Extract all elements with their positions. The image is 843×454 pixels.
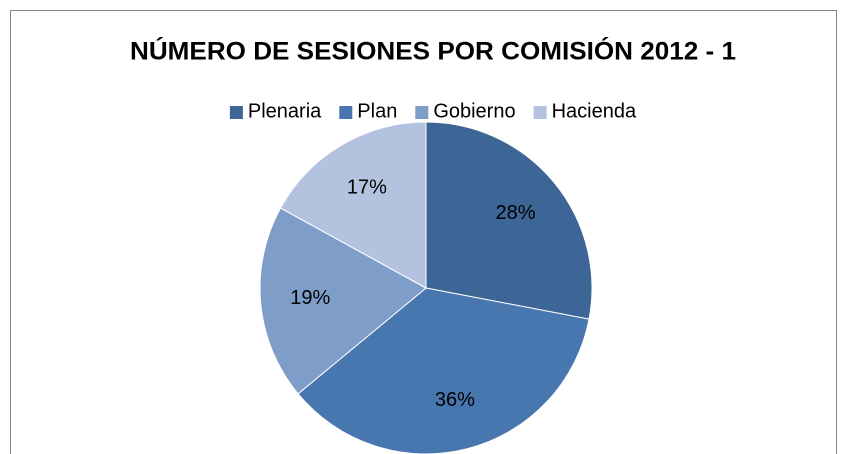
pie-slice [297,287,590,454]
legend-swatch [229,106,243,119]
chart-title: NÚMERO DE SESIONES POR COMISIÓN 2012 - 1 [130,36,736,66]
pie-slice [259,207,427,395]
legend-label: Plenaria [248,100,322,122]
legend-swatch [339,106,353,119]
legend-label: Gobierno [433,100,515,122]
pie-slice [425,121,593,320]
chart-border [10,10,837,454]
data-label: 17% [347,176,387,198]
legend-label: Plan [357,100,397,122]
legend-label: Hacienda [552,100,637,122]
data-label: 36% [435,389,475,411]
legend-swatch [533,106,547,119]
data-label: 19% [290,287,330,309]
legend-swatch [415,106,429,119]
pie-slice [279,121,427,289]
data-label: 28% [496,202,536,224]
